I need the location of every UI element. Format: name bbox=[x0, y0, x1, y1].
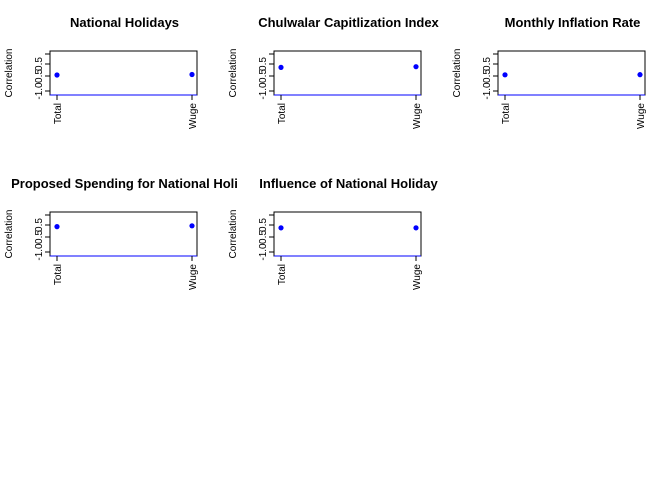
chart-panel-3: Monthly Inflation Rate-1.00.50.5Correlat… bbox=[452, 15, 647, 129]
chart-title: Proposed Spending for National Holi bbox=[11, 176, 238, 191]
y-tick-label: -1.0 bbox=[34, 243, 45, 261]
plot-frame bbox=[497, 50, 646, 96]
chart-title: Influence of National Holiday bbox=[259, 176, 438, 191]
y-axis-label: Correlation bbox=[4, 210, 15, 259]
y-axis-label: Correlation bbox=[4, 49, 15, 98]
y-tick-label: 0.5 bbox=[34, 230, 45, 244]
x-tick-label: Wuge bbox=[188, 103, 199, 129]
plot-frame bbox=[273, 211, 422, 257]
y-tick-label: 0.5 bbox=[258, 218, 269, 232]
y-axis-label: Correlation bbox=[228, 49, 239, 98]
y-tick-label: 0.5 bbox=[34, 57, 45, 71]
x-tick-label: Total bbox=[277, 264, 288, 285]
chart-title: National Holidays bbox=[70, 15, 179, 30]
chart-panel-2: Chulwalar Capitlization Index-1.00.50.5C… bbox=[228, 15, 440, 129]
chart-panel-1: National Holidays-1.00.50.5CorrelationTo… bbox=[4, 15, 199, 129]
data-point bbox=[413, 225, 419, 231]
data-point bbox=[189, 223, 195, 229]
plot-frame bbox=[49, 50, 198, 96]
x-tick-label: Wuge bbox=[412, 103, 423, 129]
y-tick-label: -1.0 bbox=[482, 82, 493, 100]
data-point bbox=[502, 72, 508, 78]
y-tick-label: 0.5 bbox=[258, 57, 269, 71]
plot-frame bbox=[273, 50, 422, 96]
chart-panel-5: Influence of National Holiday-1.00.50.5C… bbox=[228, 176, 438, 290]
data-point bbox=[413, 64, 419, 70]
x-tick-label: Total bbox=[501, 103, 512, 124]
data-point bbox=[189, 71, 195, 78]
chart-title: Monthly Inflation Rate bbox=[505, 15, 641, 30]
x-tick-label: Total bbox=[53, 264, 64, 285]
x-tick-label: Wuge bbox=[636, 103, 647, 129]
data-point bbox=[278, 64, 284, 70]
data-point bbox=[54, 224, 60, 230]
data-point bbox=[278, 225, 284, 231]
x-tick-label: Wuge bbox=[412, 264, 423, 290]
y-tick-label: -1.0 bbox=[258, 82, 269, 100]
y-axis-label: Correlation bbox=[452, 49, 463, 98]
chart-title: Chulwalar Capitlization Index bbox=[258, 15, 439, 30]
y-tick-label: -1.0 bbox=[258, 243, 269, 261]
data-point bbox=[54, 72, 60, 78]
y-tick-label: 0.5 bbox=[482, 69, 493, 83]
plot-frame bbox=[49, 211, 198, 257]
x-tick-label: Wuge bbox=[188, 264, 199, 290]
y-axis-label: Correlation bbox=[228, 210, 239, 259]
y-tick-label: 0.5 bbox=[34, 218, 45, 232]
x-tick-label: Total bbox=[53, 103, 64, 124]
data-point bbox=[637, 72, 643, 78]
chart-panel-4: Proposed Spending for National Holi-1.00… bbox=[4, 176, 238, 290]
y-tick-label: 0.5 bbox=[258, 230, 269, 244]
y-tick-label: 0.5 bbox=[34, 69, 45, 83]
y-tick-label: -1.0 bbox=[34, 82, 45, 100]
y-tick-label: 0.5 bbox=[482, 57, 493, 71]
x-tick-label: Total bbox=[277, 103, 288, 124]
y-tick-label: 0.5 bbox=[258, 69, 269, 83]
